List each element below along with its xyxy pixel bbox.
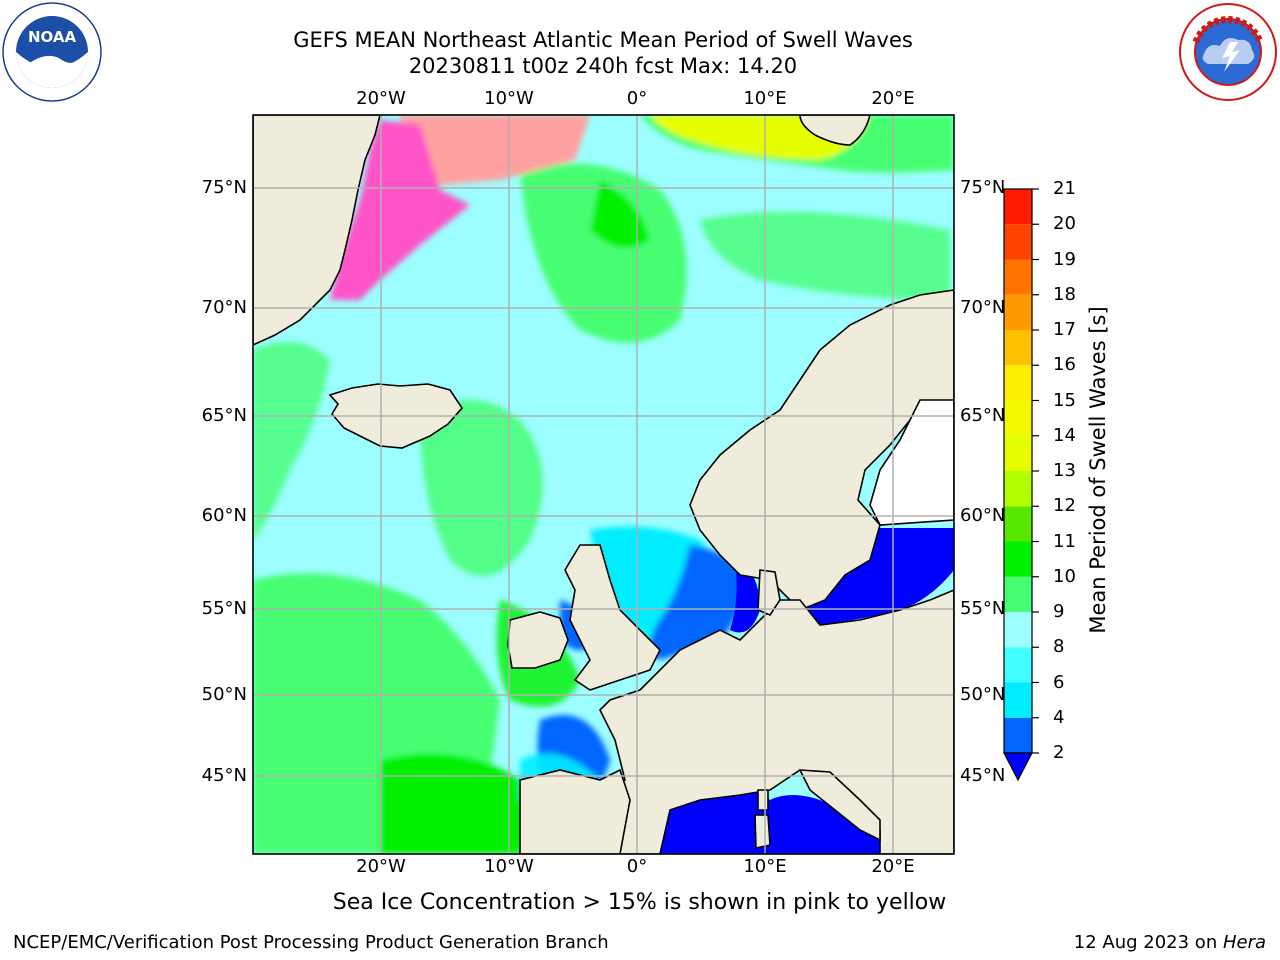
south-atlantic-swell	[380, 753, 530, 854]
lat-label-right: 50°N	[960, 684, 1006, 705]
lon-label-top: 10°W	[484, 88, 534, 109]
colorbar-tick-label: 21	[1053, 178, 1076, 199]
colorbar-band	[1004, 400, 1032, 436]
colorbar-under-arrow	[1003, 752, 1033, 782]
lat-label-right: 60°N	[960, 505, 1006, 526]
swell-field-layer	[253, 115, 954, 854]
colorbar-tick-label: 10	[1053, 565, 1076, 587]
finland	[869, 399, 954, 526]
italy	[798, 769, 881, 842]
colorbar-band	[1004, 682, 1032, 718]
lat-label-left: 70°N	[201, 297, 247, 318]
lat-label-right: 75°N	[960, 177, 1006, 198]
ice-edge-orange	[400, 115, 590, 185]
lon-label-bottom: 20°W	[356, 856, 406, 877]
lon-label-top: 20°W	[356, 88, 406, 109]
colorbar-tick-label: 17	[1053, 319, 1076, 340]
colorbar-band	[1004, 541, 1032, 577]
lat-label-left: 65°N	[201, 405, 247, 426]
colorbar-band	[1004, 259, 1032, 295]
footer-credit: NCEP/EMC/Verification Post Processing Pr…	[13, 932, 609, 953]
colorbar-tick-label: 19	[1053, 248, 1076, 270]
lat-label-left: 50°N	[201, 684, 247, 705]
sea-ice-note: Sea Ice Concentration > 15% is shown in …	[332, 890, 947, 915]
colorbar-band	[1004, 330, 1032, 366]
colorbar-tick-label: 18	[1053, 283, 1076, 305]
lon-label-bottom: 10°E	[743, 856, 787, 877]
lat-label-left: 60°N	[201, 505, 247, 526]
sea-ice-zone	[330, 120, 470, 300]
colorbar-tick-label: 11	[1053, 530, 1076, 552]
colorbar-tick-label: 14	[1053, 424, 1076, 446]
lat-label-right: 65°N	[960, 405, 1006, 426]
colorbar-band	[1004, 471, 1032, 507]
footer-date: 12 Aug 2023 on Hera	[1074, 932, 1266, 953]
colorbar-frame	[1003, 188, 1033, 754]
colorbar-band	[1004, 435, 1032, 471]
lat-label-right: 70°N	[960, 297, 1006, 318]
corsica	[757, 789, 769, 811]
colorbar	[1004, 188, 1039, 754]
lon-label-top: 20°E	[871, 88, 915, 109]
lat-label-left: 55°N	[201, 598, 247, 619]
central-atlantic-swell	[253, 342, 330, 540]
colorbar-tick-label: 12	[1053, 495, 1076, 517]
colorbar-tick-label: 15	[1053, 389, 1076, 411]
lat-label-right: 45°N	[960, 765, 1006, 786]
colorbar-tick-label: 4	[1053, 706, 1065, 728]
lat-label-left: 45°N	[201, 765, 247, 786]
colorbar-band	[1004, 224, 1032, 260]
colorbar-band	[1004, 717, 1032, 753]
colorbar-tick-label: 16	[1053, 354, 1076, 376]
lat-label-right: 55°N	[960, 598, 1006, 619]
colorbar-band	[1004, 576, 1032, 612]
mediterranean-swell	[660, 791, 885, 854]
map-frame	[252, 114, 955, 855]
land-layer	[253, 115, 954, 854]
colorbar-band	[1004, 647, 1032, 683]
greenland	[253, 115, 381, 346]
scandinavia	[689, 289, 954, 611]
map-title: GEFS MEAN Northeast Atlantic Mean Period…	[293, 28, 913, 52]
footer-machine: Hera	[1222, 932, 1266, 953]
colorbar-band	[1004, 612, 1032, 648]
colorbar-label: Mean Period of Swell Waves [s]	[1086, 306, 1110, 634]
svalbard	[799, 115, 871, 146]
noaa-wordmark: NOAA	[28, 28, 77, 46]
sardinia	[754, 814, 771, 849]
denmark	[757, 569, 781, 616]
lon-label-top: 0°	[626, 88, 648, 109]
forecast-subtitle: 20230811 t00z 240h fcst Max: 14.20	[408, 54, 798, 78]
colorbar-tick-label: 2	[1053, 742, 1065, 763]
noaa-logo: NOAA	[2, 2, 102, 102]
colorbar-band	[1004, 189, 1032, 225]
ireland	[507, 611, 569, 669]
colorbar-tick-label: 8	[1053, 636, 1065, 658]
colorbar-tick-label: 9	[1053, 601, 1065, 622]
lon-label-bottom: 20°E	[871, 856, 915, 877]
nws-logo	[1179, 3, 1277, 101]
lon-label-top: 10°E	[743, 88, 787, 109]
graticule	[253, 115, 954, 854]
colorbar-tick-label: 20	[1053, 213, 1076, 235]
colorbar-band	[1004, 506, 1032, 542]
footer-date-text: 12 Aug 2023 on	[1073, 932, 1223, 953]
lat-label-left: 75°N	[201, 177, 247, 198]
lon-label-bottom: 10°W	[484, 856, 534, 877]
lon-label-bottom: 0°	[626, 856, 648, 877]
colorbar-band	[1004, 294, 1032, 330]
iberia	[519, 768, 631, 854]
colorbar-tick-label: 13	[1053, 460, 1076, 481]
colorbar-band	[1004, 365, 1032, 401]
colorbar-tick-label: 6	[1053, 671, 1065, 693]
